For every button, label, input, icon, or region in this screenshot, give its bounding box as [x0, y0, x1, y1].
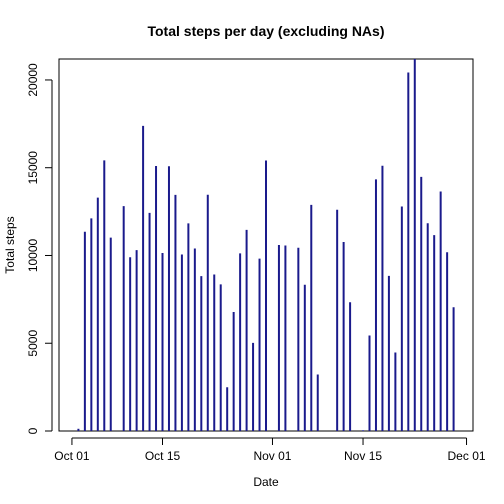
x-tick-label-2012-11-15: Nov 15 [344, 449, 382, 463]
y-tick-label-10000: 10000 [26, 238, 40, 272]
y-tick-label-5000: 5000 [26, 330, 40, 357]
x-tick-label-2012-10-15: Oct 15 [145, 449, 181, 463]
chart-title: Total steps per day (excluding NAs) [147, 23, 384, 39]
y-axis-label: Total steps [3, 216, 17, 273]
y-tick-label-15000: 15000 [26, 151, 40, 185]
y-tick-label-20000: 20000 [26, 63, 40, 97]
x-tick-label-2012-10-01: Oct 01 [54, 449, 90, 463]
bars-group [77, 59, 455, 431]
x-axis-label: Date [253, 475, 279, 489]
x-tick-label-2012-11-01: Nov 01 [253, 449, 291, 463]
x-axis: Oct 01 Oct 15 Nov 01 Nov 15 Dec 01 [54, 437, 486, 463]
x-tick-label-2012-12-01: Dec 01 [448, 449, 486, 463]
y-axis: 0 5000 10000 15000 20000 [26, 63, 53, 434]
y-tick-label-0: 0 [26, 427, 40, 434]
